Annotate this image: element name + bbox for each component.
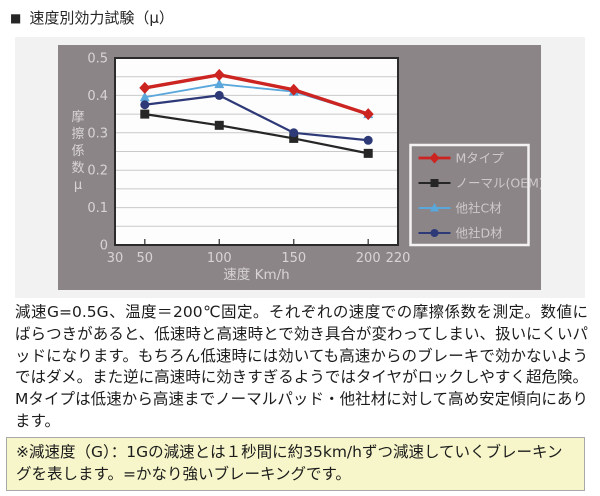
chart-band: 0 0.1 0.2 0.3 0.4 0.5 摩擦係数 μ 30 50 100 150 200 220 速度 … bbox=[15, 37, 585, 298]
note-box: ※減速度（G）：1Gの減速とは１秒間に約35km/hずつ減速していくブレーキング… bbox=[6, 437, 585, 491]
svg-text:30: 30 bbox=[107, 251, 124, 266]
legend-item-他社C材: 他社C材 bbox=[418, 201, 502, 216]
square-bullet-icon: ■ bbox=[10, 10, 22, 25]
svg-text:擦: 擦 bbox=[71, 127, 84, 142]
series-他社D材 bbox=[140, 90, 373, 145]
svg-text:100: 100 bbox=[207, 251, 232, 266]
svg-text:Mタイプ: Mタイプ bbox=[456, 151, 505, 166]
svg-text:他社D材: 他社D材 bbox=[456, 226, 503, 241]
svg-text:0.3: 0.3 bbox=[87, 126, 108, 141]
legend-item-ノーマル(OEM): ノーマル(OEM) bbox=[418, 176, 542, 191]
svg-text:ノーマル(OEM): ノーマル(OEM) bbox=[456, 176, 542, 191]
plot-border bbox=[114, 57, 399, 246]
svg-text:50: 50 bbox=[137, 251, 154, 266]
section-title: ■ 速度別効力試験（μ） bbox=[10, 7, 174, 28]
chart-panel: 0 0.1 0.2 0.3 0.4 0.5 摩擦係数 μ 30 50 100 150 200 220 速度 … bbox=[58, 45, 541, 290]
svg-text:数: 数 bbox=[71, 161, 84, 176]
svg-text:150: 150 bbox=[281, 251, 306, 266]
svg-text:他社C材: 他社C材 bbox=[456, 201, 502, 216]
x-axis-labels: 30 50 100 150 200 220 bbox=[107, 251, 411, 266]
note-text: ※減速度（G）：1Gの減速とは１秒間に約35km/hずつ減速していくブレーキング… bbox=[16, 443, 563, 483]
x-axis-title: 速度 Km/h bbox=[223, 267, 289, 283]
svg-text:摩: 摩 bbox=[71, 109, 84, 125]
svg-text:220: 220 bbox=[386, 251, 411, 266]
svg-text:0.1: 0.1 bbox=[87, 201, 108, 216]
series-ノーマル(OEM) bbox=[140, 109, 373, 158]
description-text: 減速G=0.5G、温度＝200℃固定。それぞれの速度での摩擦係数を測定。数値にば… bbox=[15, 303, 588, 430]
series-Mタイプ bbox=[139, 68, 374, 121]
y-axis-labels: 0 0.1 0.2 0.3 0.4 0.5 bbox=[87, 52, 108, 254]
svg-text:0.4: 0.4 bbox=[87, 89, 108, 104]
svg-text:0.5: 0.5 bbox=[87, 52, 108, 67]
legend-item-Mタイプ: Mタイプ bbox=[418, 151, 505, 166]
svg-text:μ: μ bbox=[74, 178, 82, 193]
svg-text:0.2: 0.2 bbox=[87, 164, 108, 179]
legend-item-他社D材: 他社D材 bbox=[418, 226, 503, 241]
section-title-text: 速度別効力試験（μ） bbox=[29, 9, 174, 27]
svg-text:係: 係 bbox=[71, 144, 84, 159]
svg-text:0: 0 bbox=[100, 239, 108, 254]
svg-text:200: 200 bbox=[356, 251, 381, 266]
